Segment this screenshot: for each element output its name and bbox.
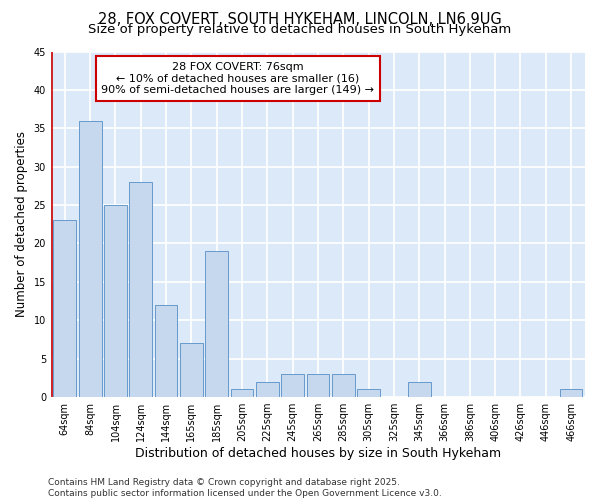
Bar bbox=[307, 374, 329, 397]
Text: 28, FOX COVERT, SOUTH HYKEHAM, LINCOLN, LN6 9UG: 28, FOX COVERT, SOUTH HYKEHAM, LINCOLN, … bbox=[98, 12, 502, 28]
Text: 28 FOX COVERT: 76sqm
← 10% of detached houses are smaller (16)
90% of semi-detac: 28 FOX COVERT: 76sqm ← 10% of detached h… bbox=[101, 62, 374, 95]
Text: Size of property relative to detached houses in South Hykeham: Size of property relative to detached ho… bbox=[88, 22, 512, 36]
Bar bbox=[357, 390, 380, 397]
Bar bbox=[332, 374, 355, 397]
Text: Contains HM Land Registry data © Crown copyright and database right 2025.
Contai: Contains HM Land Registry data © Crown c… bbox=[48, 478, 442, 498]
X-axis label: Distribution of detached houses by size in South Hykeham: Distribution of detached houses by size … bbox=[135, 447, 501, 460]
Bar bbox=[155, 305, 178, 397]
Y-axis label: Number of detached properties: Number of detached properties bbox=[15, 132, 28, 318]
Bar bbox=[53, 220, 76, 397]
Bar bbox=[180, 344, 203, 397]
Bar bbox=[104, 205, 127, 397]
Bar bbox=[130, 182, 152, 397]
Bar bbox=[230, 390, 253, 397]
Bar bbox=[408, 382, 431, 397]
Bar bbox=[79, 120, 101, 397]
Bar bbox=[205, 251, 228, 397]
Bar bbox=[256, 382, 279, 397]
Bar bbox=[281, 374, 304, 397]
Bar bbox=[560, 390, 583, 397]
